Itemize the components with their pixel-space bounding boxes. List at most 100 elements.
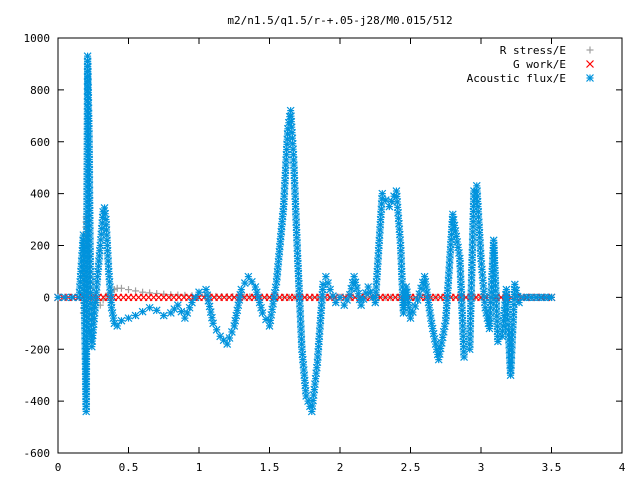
data-point bbox=[480, 292, 489, 301]
data-point bbox=[352, 284, 361, 292]
data-point bbox=[408, 308, 417, 316]
x-tick-label: 2 bbox=[337, 461, 344, 474]
data-point bbox=[237, 285, 246, 294]
x-tick-label: 3 bbox=[478, 461, 485, 474]
data-point bbox=[113, 321, 122, 330]
data-point bbox=[351, 278, 360, 287]
data-point bbox=[254, 293, 263, 302]
data-point bbox=[227, 328, 236, 336]
data-point bbox=[54, 293, 62, 302]
data-point bbox=[345, 290, 354, 299]
data-point bbox=[417, 284, 425, 293]
x-tick-label: 1.5 bbox=[260, 461, 280, 474]
data-point bbox=[195, 288, 203, 297]
data-point bbox=[173, 301, 182, 310]
data-point bbox=[117, 316, 126, 325]
y-tick-label: -200 bbox=[24, 343, 51, 356]
data-point bbox=[139, 288, 147, 296]
y-tick-label: -600 bbox=[24, 447, 51, 460]
data-point bbox=[377, 210, 385, 219]
x-tick-label: 1 bbox=[196, 461, 203, 474]
data-point bbox=[233, 306, 242, 315]
x-tick-label: 0.5 bbox=[119, 461, 139, 474]
y-tick-label: 600 bbox=[30, 136, 50, 149]
data-point bbox=[212, 325, 221, 334]
data-point bbox=[329, 292, 337, 301]
data-point bbox=[411, 302, 420, 310]
data-point bbox=[225, 334, 234, 342]
x-tick-label: 0 bbox=[55, 461, 62, 474]
legend-label: Acoustic flux/E bbox=[467, 72, 566, 85]
data-point bbox=[331, 298, 340, 307]
data-point bbox=[378, 189, 387, 198]
x-tick-label: 2.5 bbox=[401, 461, 421, 474]
x-tick-label: 3.5 bbox=[542, 461, 562, 474]
data-point bbox=[117, 284, 125, 292]
x-tick-label: 4 bbox=[619, 461, 626, 474]
data-point bbox=[252, 288, 261, 297]
legend-label: G work/E bbox=[513, 58, 566, 71]
y-tick-label: 200 bbox=[30, 240, 50, 253]
data-point bbox=[177, 307, 186, 316]
data-point bbox=[321, 272, 330, 281]
data-point bbox=[310, 385, 319, 394]
data-point bbox=[204, 296, 213, 305]
series-2 bbox=[54, 52, 556, 416]
data-point bbox=[138, 307, 147, 316]
y-tick-label: 400 bbox=[30, 188, 50, 201]
legend-marker bbox=[586, 74, 594, 82]
data-point bbox=[145, 303, 154, 312]
data-point bbox=[159, 311, 168, 320]
data-point bbox=[493, 337, 502, 346]
data-point bbox=[240, 279, 249, 288]
legend-marker bbox=[586, 46, 594, 54]
data-point bbox=[90, 309, 99, 317]
y-tick-label: -400 bbox=[24, 395, 51, 408]
y-tick-label: 0 bbox=[43, 291, 50, 304]
data-point bbox=[146, 289, 154, 297]
data-point bbox=[547, 293, 556, 302]
data-point bbox=[421, 277, 430, 286]
data-point bbox=[311, 380, 319, 389]
data-point bbox=[512, 286, 521, 295]
data-point bbox=[312, 363, 321, 372]
data-point bbox=[350, 272, 359, 281]
plot-frame bbox=[57, 37, 623, 454]
data-point bbox=[515, 298, 523, 307]
data-point bbox=[373, 272, 381, 281]
data-point bbox=[319, 280, 328, 289]
data-point bbox=[415, 290, 424, 299]
data-point bbox=[357, 301, 366, 310]
data-point bbox=[324, 279, 332, 288]
legend-label: R stress/E bbox=[500, 44, 566, 57]
data-point bbox=[152, 306, 161, 315]
data-point bbox=[255, 298, 264, 307]
y-tick-label: 800 bbox=[30, 84, 50, 97]
legend-marker bbox=[586, 60, 594, 68]
data-point bbox=[131, 311, 140, 320]
data-point bbox=[371, 298, 380, 307]
y-axis: 1000 800 600 400 200 0 -200 -400 -600 bbox=[24, 32, 622, 460]
data-point bbox=[68, 293, 77, 302]
data-points bbox=[54, 52, 556, 416]
data-point bbox=[257, 303, 265, 312]
data-point bbox=[124, 314, 133, 323]
data-point bbox=[359, 295, 368, 304]
chart-title: m2/n1.5/q1.5/r-+.05-j28/M0.015/512 bbox=[227, 14, 452, 27]
data-point bbox=[510, 280, 519, 289]
x-axis: 0 0.5 1 1.5 2 2.5 3 3.5 4 bbox=[55, 38, 626, 474]
data-point bbox=[258, 309, 267, 317]
data-point bbox=[188, 298, 196, 307]
data-point bbox=[413, 296, 422, 304]
y-tick-label: 1000 bbox=[24, 32, 51, 45]
data-point bbox=[513, 292, 522, 301]
data-point bbox=[371, 288, 380, 297]
data-point bbox=[326, 285, 335, 294]
data-point bbox=[209, 319, 218, 328]
data-point bbox=[336, 293, 344, 302]
data-point bbox=[381, 196, 390, 205]
data-point bbox=[251, 283, 260, 291]
data-point bbox=[270, 288, 279, 297]
